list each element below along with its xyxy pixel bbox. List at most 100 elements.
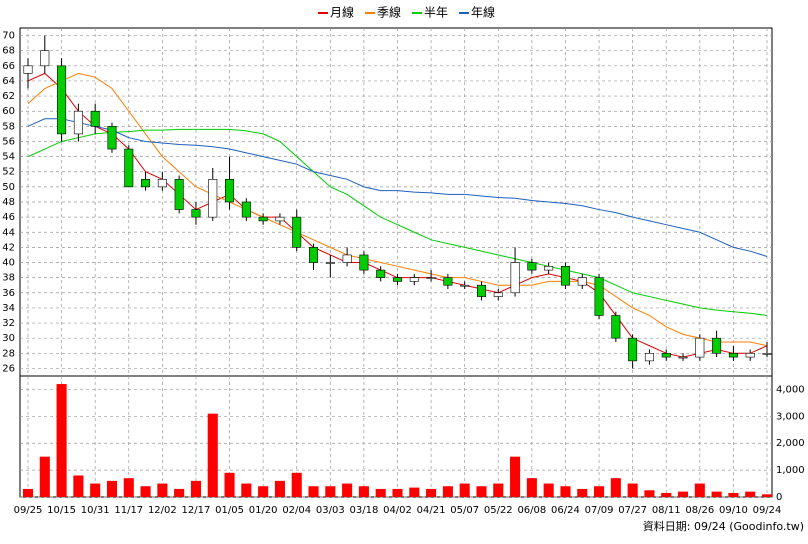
volume-bar [610, 478, 621, 497]
candle-body [426, 277, 436, 279]
x-tick-label: 08/26 [685, 505, 714, 516]
x-tick-label: 10/15 [47, 505, 76, 516]
volume-bar [39, 456, 50, 497]
candle-body [141, 179, 151, 188]
candle-body [73, 110, 83, 135]
x-tick-label: 11/17 [114, 505, 143, 516]
volume-bar [426, 488, 437, 497]
candle-body [628, 337, 638, 362]
volume-bar [342, 483, 353, 497]
candle-body [225, 179, 235, 203]
volume-bar [661, 492, 672, 497]
y-tick-label: 64 [2, 76, 15, 87]
x-tick-label: 09/10 [719, 505, 748, 516]
candle-body [124, 148, 134, 188]
x-tick-label: 07/27 [618, 505, 647, 516]
x-tick-label: 01/20 [249, 505, 278, 516]
volume-bar [728, 492, 739, 497]
y-tick-label: 68 [2, 46, 15, 57]
x-tick-label: 09/24 [753, 505, 782, 516]
candle-body [745, 353, 755, 358]
y-tick-label: 26 [2, 363, 15, 374]
volume-bar [190, 480, 201, 497]
volume-bar [106, 480, 118, 497]
candle-body [393, 277, 402, 282]
y2-tick-label: 0 [776, 492, 782, 503]
candle-body [443, 277, 453, 286]
y2-tick-label: 4,000 [776, 384, 805, 395]
volume-bar [325, 486, 336, 497]
volume-bar [761, 494, 773, 497]
x-tick-label: 08/11 [652, 505, 681, 516]
y-tick-label: 62 [2, 91, 15, 102]
y2-tick-label: 2,000 [776, 438, 805, 449]
volume-bar [224, 472, 235, 497]
candle-body [359, 254, 369, 271]
volume-bar [409, 487, 420, 497]
volume-bar [90, 483, 101, 497]
volume-bar [174, 488, 185, 497]
y-tick-label: 30 [2, 333, 15, 344]
candle-body [644, 353, 654, 362]
legend-label: 年線 [471, 5, 495, 20]
volume-bar [560, 486, 571, 497]
candle-body [376, 269, 386, 278]
candle-body [342, 254, 352, 263]
candle-body [208, 179, 218, 218]
y-tick-label: 48 [2, 197, 15, 208]
candle-body [40, 50, 50, 67]
candle-body [409, 277, 419, 282]
volume-bar [392, 488, 403, 497]
volume-bar [123, 478, 134, 497]
candle-body [90, 110, 100, 127]
candle-body [325, 262, 335, 264]
x-tick-label: 05/22 [484, 505, 513, 516]
candle-body [544, 266, 554, 271]
volume-bar [627, 483, 638, 497]
volume-bar [493, 483, 504, 497]
volume-bar [711, 491, 722, 497]
candle-body [493, 292, 503, 297]
y-tick-label: 38 [2, 273, 15, 284]
x-tick-label: 09/25 [14, 505, 43, 516]
volume-bar [745, 491, 756, 497]
x-tick-label: 03/18 [349, 505, 378, 516]
x-tick-label: 05/07 [450, 505, 479, 516]
volume-bar [677, 491, 689, 497]
candle-body [577, 277, 587, 286]
y-tick-label: 34 [2, 303, 15, 314]
candle-body [241, 201, 251, 218]
y-tick-label: 42 [2, 242, 15, 253]
x-tick-label: 10/31 [81, 505, 110, 516]
x-tick-label: 04/02 [383, 505, 412, 516]
candle-body [191, 209, 201, 218]
x-tick-label: 01/05 [215, 505, 244, 516]
legend-label: 季線 [377, 5, 401, 20]
y-tick-label: 70 [2, 31, 15, 42]
candle-body [661, 353, 671, 358]
volume-bar [358, 486, 369, 497]
candle-body [762, 353, 772, 355]
x-tick-label: 12/02 [148, 505, 177, 516]
volume-bar [56, 384, 67, 497]
volume-bar [375, 488, 386, 497]
y-tick-label: 32 [2, 318, 15, 329]
ma-line [27, 118, 768, 257]
candle-body [258, 216, 268, 222]
x-tick-label: 02/04 [282, 505, 311, 516]
volume-bar [459, 483, 470, 497]
volume-bar [140, 486, 151, 497]
x-tick-label: 06/08 [517, 505, 546, 516]
candle-body [460, 284, 470, 287]
x-tick-label: 03/03 [316, 505, 345, 516]
volume-bar [594, 486, 605, 497]
candle-body [527, 262, 537, 271]
volume-bar [73, 475, 84, 497]
candle-body [292, 216, 302, 248]
candle-body [476, 284, 486, 297]
footer: 資料日期: 09/24 (Goodinfo.tw) [643, 519, 804, 533]
y-tick-label: 52 [2, 167, 15, 178]
candle-body [157, 179, 167, 188]
y-tick-label: 36 [2, 288, 15, 299]
